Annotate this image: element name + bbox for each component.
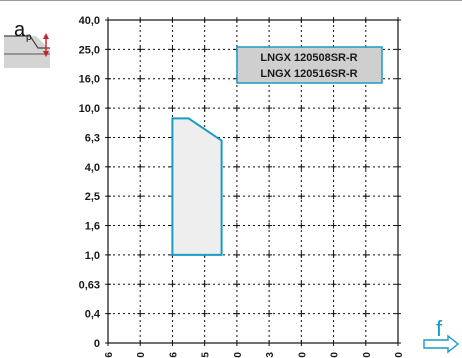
svg-text:p: p (26, 32, 32, 43)
y-tick-label: 25,0 (79, 44, 100, 56)
legend-item-1: LNGX 120508SR-R (260, 52, 357, 64)
x-tick-labels: 0,06 0,10 0,16 0,25 0,40 0,63 1,00 1,60 2,50 4,00 (104, 352, 405, 358)
feed-arrow-icon (423, 334, 460, 354)
y-tick-label: 1,6 (85, 221, 100, 233)
x-tick-label: 0,63 (265, 352, 276, 358)
x-tick-label: 0,06 (104, 352, 115, 358)
feed-label: f (436, 316, 443, 341)
x-tick-label: 4,00 (394, 352, 405, 358)
y-tick-label: 6,3 (85, 132, 100, 144)
x-tick-label: 0,25 (201, 352, 212, 358)
legend: LNGX 120508SR-R LNGX 120516SR-R (236, 46, 383, 84)
x-tick-label: 2,50 (362, 352, 373, 358)
x-tick-label: 1,60 (330, 352, 341, 358)
feed-axis-label: f (423, 316, 460, 354)
depth-of-cut-icon: a p (4, 19, 50, 68)
x-tick-label: 1,00 (297, 352, 308, 358)
y-tick-label: 10,0 (79, 103, 100, 115)
x-tick-label: 0,10 (136, 352, 147, 358)
svg-text:a: a (14, 19, 26, 41)
y-tick-label: 4,0 (85, 162, 100, 174)
legend-item-2: LNGX 120516SR-R (260, 68, 357, 80)
y-tick-label: 16,0 (79, 74, 100, 86)
top-rule (0, 0, 462, 1)
application-area (171, 117, 223, 256)
y-tick-label: 0,63 (79, 279, 100, 291)
y-tick-label: 0 (94, 338, 100, 350)
y-tick-label: 2,5 (85, 191, 100, 203)
legend-box (236, 46, 383, 84)
y-tick-label: 40,0 (79, 15, 100, 27)
x-tick-label: 0,16 (168, 352, 179, 358)
x-tick-label: 0,40 (233, 352, 244, 358)
y-tick-label: 1,0 (85, 250, 100, 262)
region-layer (171, 117, 223, 256)
y-tick-labels: 40,0 25,0 16,0 10,0 6,3 4,0 2,5 1,6 1,0 0,63 0,4 0 (79, 15, 101, 350)
y-tick-label: 0,4 (85, 309, 101, 321)
